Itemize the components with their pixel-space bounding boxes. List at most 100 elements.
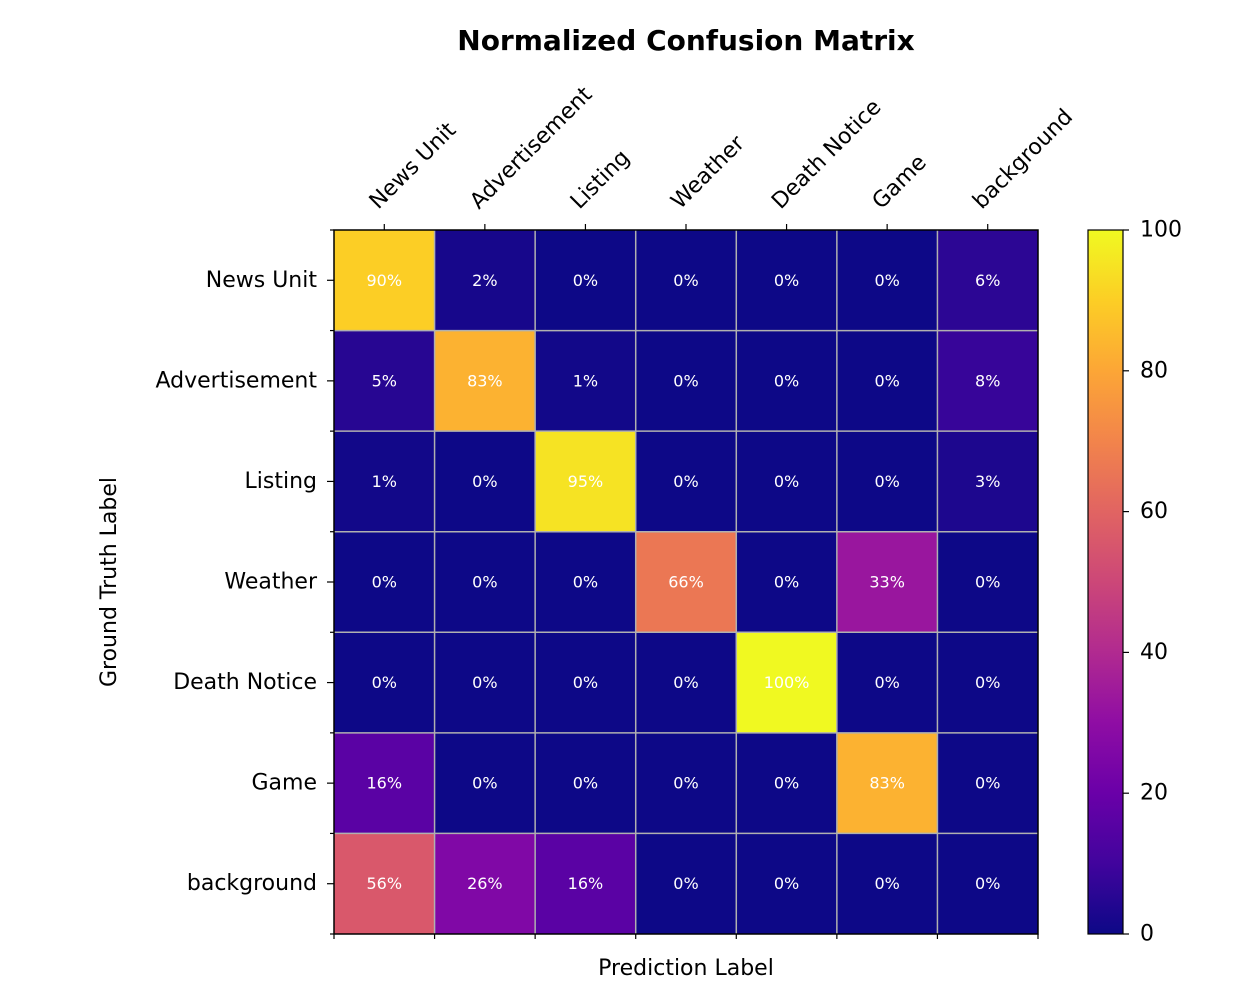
heatmap-cell [535,833,636,934]
cell-value-label: 100% [764,673,810,692]
y-axis-label: Ground Truth Label [97,477,122,687]
y-tick-label: Advertisement [156,368,318,393]
heatmap-cell [635,330,737,432]
heatmap-cell [736,632,837,733]
heatmap-cell [736,531,837,633]
heatmap-grid [330,229,1039,939]
heatmap-cells: 90% 2% 0% 0% 0% 0% 6% 5% 83% 1% 0% 0% 0% 8% 1% 0% 95% 0% 0… [334,230,1038,934]
colorbar-tick-label: 100 [1140,218,1182,243]
cell-value-label: 0% [673,371,698,390]
colorbar-tick-label: 40 [1140,640,1168,665]
cell-value-label: 0% [874,673,899,692]
cell-value-label: 3% [975,472,1000,491]
cell-value-label: 0% [975,874,1000,893]
heatmap-cell [434,732,536,834]
heatmap-cell [836,531,938,633]
heatmap-cell [334,531,435,633]
heatmap-cell [334,230,435,331]
cell-value-label: 0% [774,874,799,893]
cell-value-label: 0% [472,573,497,592]
heatmap-cell [937,732,1038,834]
cell-value-label: 0% [774,774,799,793]
heatmap-cell [434,632,536,733]
cell-value-label: 0% [975,573,1000,592]
heatmap-cell [434,431,536,532]
cell-value-label: 0% [975,673,1000,692]
heatmap-cell [736,230,837,331]
heatmap-cell [736,431,837,532]
heatmap-cell [535,632,636,733]
y-tick-label: Weather [224,570,318,595]
cell-value-label: 0% [673,472,698,491]
heatmap-cell [535,330,636,432]
cell-value-label: 0% [372,573,397,592]
x-tick-label: background [968,105,1078,215]
cell-value-label: 0% [673,673,698,692]
y-tick-label: News Unit [206,268,318,293]
heatmap-cell [535,531,636,633]
y-tick-label: background [187,871,317,896]
cell-value-label: 0% [573,774,598,793]
cell-value-label: 66% [668,573,704,592]
cell-value-label: 8% [975,371,1000,390]
heatmap-cell [334,732,435,834]
heatmap-cell [635,833,737,934]
y-tick-label: Death Notice [173,670,317,695]
cell-value-label: 0% [874,472,899,491]
cell-value-label: 16% [568,874,604,893]
cell-value-label: 0% [874,271,899,290]
chart-title: Normalized Confusion Matrix [457,24,914,57]
cell-value-label: 0% [673,774,698,793]
cell-value-label: 0% [774,573,799,592]
cell-value-label: 0% [874,874,899,893]
heatmap-cell [937,531,1038,633]
heatmap-cell [535,431,636,532]
colorbar-tick-label: 20 [1140,781,1168,806]
colorbar-tick-label: 60 [1140,499,1168,524]
cell-value-label: 0% [774,472,799,491]
heatmap-cell [334,431,435,532]
heatmap-cell [937,230,1038,331]
heatmap-cell [434,330,536,432]
cell-value-label: 83% [869,774,905,793]
cell-value-label: 1% [372,472,397,491]
cell-value-label: 0% [874,371,899,390]
heatmap-cell [434,230,536,331]
cell-value-label: 0% [975,774,1000,793]
cell-value-label: 0% [472,774,497,793]
cell-value-label: 26% [467,874,503,893]
cell-value-label: 0% [774,271,799,290]
cell-value-label: 83% [467,371,503,390]
cell-value-label: 6% [975,271,1000,290]
cell-value-label: 95% [568,472,604,491]
cell-value-label: 0% [573,271,598,290]
x-tick-label: Game [868,150,932,214]
y-tick-labels: News Unit Advertisement Listing Weather Deat… [156,268,334,896]
cell-value-label: 5% [372,371,397,390]
x-tick-label: Listing [566,145,635,214]
cell-value-label: 33% [869,573,905,592]
heatmap-cell [334,632,435,733]
cell-value-label: 0% [673,271,698,290]
x-tick-label: Weather [667,130,751,214]
heatmap-cell [836,230,938,331]
cell-value-label: 0% [472,472,497,491]
colorbar-tick-label: 80 [1140,358,1168,383]
cell-value-label: 56% [367,874,403,893]
heatmap-cell [434,833,536,934]
heatmap-cell [334,330,435,432]
heatmap-cell [736,833,837,934]
heatmap-cell [535,732,636,834]
heatmap-cell [937,833,1038,934]
x-tick-label: News Unit [365,118,462,215]
colorbar-tick-label: 0 [1140,922,1154,947]
heatmap-cell [836,330,938,432]
heatmap-cell [836,431,938,532]
heatmap-cell [635,732,737,834]
heatmap-cell [937,431,1038,532]
cell-value-label: 16% [367,774,403,793]
heatmap-cell [937,330,1038,432]
heatmap-cell [635,431,737,532]
heatmap-cell [836,732,938,834]
